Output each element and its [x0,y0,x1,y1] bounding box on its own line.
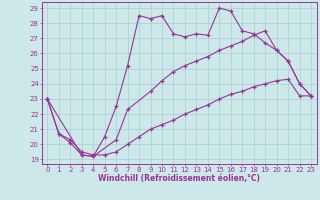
X-axis label: Windchill (Refroidissement éolien,°C): Windchill (Refroidissement éolien,°C) [98,174,260,183]
